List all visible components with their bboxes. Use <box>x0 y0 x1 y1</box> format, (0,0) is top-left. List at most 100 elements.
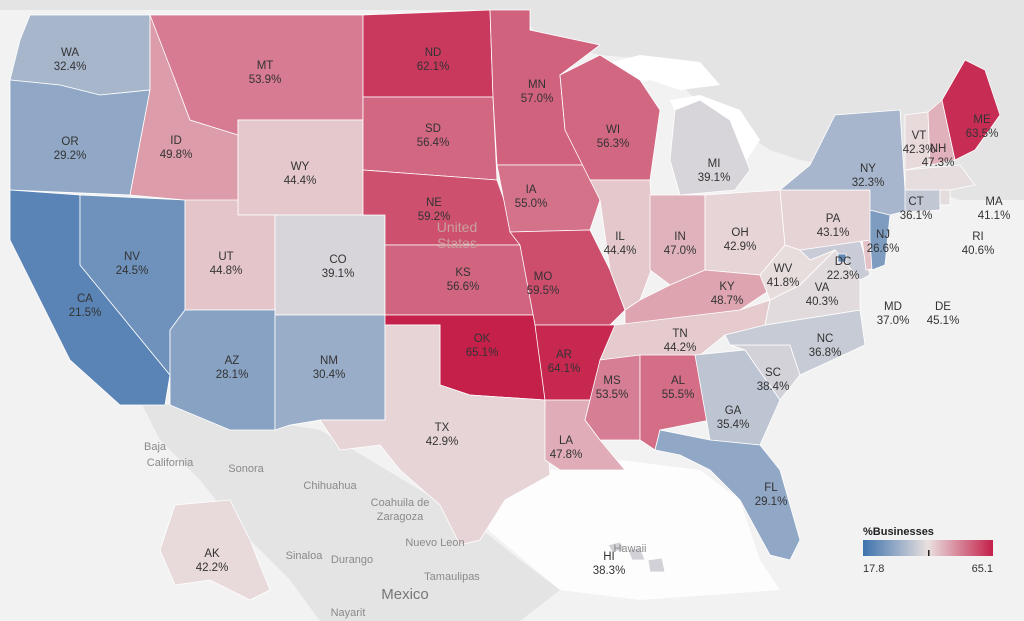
state-GA[interactable] <box>694 349 781 446</box>
color-legend: %Businesses 17.8 65.1 <box>863 526 993 575</box>
state-abbr-la: LA <box>559 435 573 447</box>
state-FL[interactable] <box>654 429 801 561</box>
state-abbr-mt: MT <box>257 60 274 72</box>
state-abbr-ms: MS <box>603 375 621 387</box>
state-abbr-ks: KS <box>455 267 471 279</box>
state-abbr-mo: MO <box>534 271 553 283</box>
state-abbr-nc: NC <box>817 333 834 345</box>
state-value-nc: 36.8% <box>809 347 842 359</box>
state-AK[interactable] <box>159 499 271 601</box>
state-abbr-nv: NV <box>124 251 140 263</box>
state-value-oh: 42.9% <box>724 241 757 253</box>
state-abbr-wy: WY <box>291 161 310 173</box>
legend-midpoint-tick <box>928 550 930 556</box>
state-abbr-ca: CA <box>77 293 93 305</box>
state-value-il: 44.4% <box>604 245 637 257</box>
state-AZ[interactable] <box>169 309 276 431</box>
state-value-mo: 59.5% <box>527 285 560 297</box>
label-mexico: Mexico <box>381 586 429 603</box>
state-abbr-tn: TN <box>672 328 687 340</box>
state-abbr-ia: IA <box>526 184 537 196</box>
state-value-mn: 57.0% <box>521 93 554 105</box>
state-abbr-id: ID <box>170 135 182 147</box>
state-abbr-ar: AR <box>556 349 572 361</box>
state-value-ks: 56.6% <box>447 281 480 293</box>
mexico-land <box>140 400 560 621</box>
state-WI[interactable] <box>559 54 661 181</box>
state-HI[interactable] <box>607 541 666 573</box>
state-abbr-nd: ND <box>425 47 442 59</box>
state-abbr-ri: RI <box>972 231 984 243</box>
state-TX[interactable] <box>319 324 551 546</box>
legend-title: %Businesses <box>863 526 934 538</box>
state-value-dc: 22.3% <box>827 270 860 282</box>
state-abbr-in: IN <box>674 231 686 243</box>
label-nayarit: Nayarit <box>331 607 366 619</box>
state-value-fl: 29.1% <box>755 496 788 508</box>
state-abbr-nj: NJ <box>876 229 890 241</box>
label-chihuahua: Chihuahua <box>303 480 357 492</box>
state-value-wy: 44.4% <box>284 175 317 187</box>
state-value-va: 40.3% <box>806 296 839 308</box>
state-abbr-ma: MA <box>985 196 1003 208</box>
state-MA[interactable] <box>904 164 976 191</box>
state-MO[interactable] <box>509 229 626 326</box>
legend-gradient-bar <box>863 540 993 556</box>
state-value-ga: 35.4% <box>717 419 750 431</box>
state-value-wa: 32.4% <box>54 61 87 73</box>
state-value-wv: 41.8% <box>767 277 800 289</box>
state-value-me: 63.5% <box>966 128 999 140</box>
state-abbr-mn: MN <box>528 79 546 91</box>
state-value-md: 37.0% <box>877 315 910 327</box>
state-labels-layer: WA 32.4% OR 29.2% CA 21.5% NV 24.5% ID 49.8% MT 53.… <box>54 47 1011 577</box>
state-abbr-pa: PA <box>826 213 841 225</box>
state-value-nv: 24.5% <box>116 265 149 277</box>
state-abbr-wv: WV <box>774 263 793 275</box>
state-value-pa: 43.1% <box>817 227 850 239</box>
state-value-or: 29.2% <box>54 150 87 162</box>
state-KS[interactable] <box>384 244 536 316</box>
state-value-ar: 64.1% <box>548 363 581 375</box>
state-abbr-mi: MI <box>708 158 721 170</box>
state-value-nm: 30.4% <box>313 369 346 381</box>
state-value-ca: 21.5% <box>69 307 102 319</box>
state-abbr-dc: DC <box>835 256 852 268</box>
state-abbr-fl: FL <box>764 482 778 494</box>
state-IA[interactable] <box>496 164 601 233</box>
state-value-ma: 41.1% <box>978 210 1011 222</box>
state-abbr-co: CO <box>329 254 346 266</box>
state-abbr-hi: HI <box>603 551 615 563</box>
state-abbr-nh: NH <box>930 143 947 155</box>
state-ME[interactable] <box>941 59 1001 161</box>
label-nuevo-leon: Nuevo Leon <box>405 537 464 549</box>
state-abbr-sc: SC <box>765 367 781 379</box>
state-DC[interactable] <box>837 253 847 263</box>
state-value-tn: 44.2% <box>664 342 697 354</box>
state-abbr-de: DE <box>935 301 951 313</box>
state-abbr-ak: AK <box>204 548 220 560</box>
state-abbr-nm: NM <box>320 355 338 367</box>
label-united: United <box>437 219 477 235</box>
state-value-vt: 42.3% <box>903 144 936 156</box>
state-value-in: 47.0% <box>664 245 697 257</box>
state-value-ky: 48.7% <box>711 295 744 307</box>
state-RI[interactable] <box>939 189 951 206</box>
state-OR[interactable] <box>9 79 151 196</box>
label-tamaulipas: Tamaulipas <box>424 571 480 583</box>
state-abbr-ny: NY <box>860 163 876 175</box>
state-value-tx: 42.9% <box>426 436 459 448</box>
label-zaragoza: Zaragoza <box>377 511 424 523</box>
state-value-ms: 53.5% <box>596 389 629 401</box>
state-abbr-ok: OK <box>474 333 491 345</box>
state-value-nh: 47.3% <box>922 157 955 169</box>
state-abbr-va: VA <box>815 282 830 294</box>
state-value-ne: 59.2% <box>418 211 451 223</box>
state-abbr-or: OR <box>61 136 78 148</box>
state-abbr-ga: GA <box>725 405 742 417</box>
state-value-ri: 40.6% <box>962 245 995 257</box>
label-sinaloa: Sinaloa <box>286 550 324 562</box>
state-abbr-al: AL <box>671 375 686 387</box>
gulf-of-mexico <box>430 460 780 600</box>
state-MI[interactable] <box>669 99 751 196</box>
